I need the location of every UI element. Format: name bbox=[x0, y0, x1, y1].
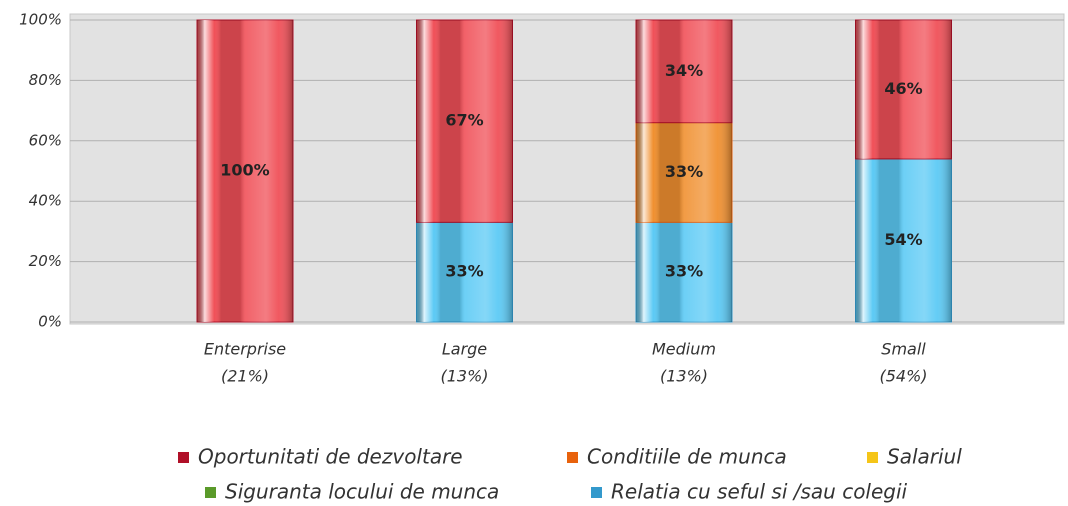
bar-shade bbox=[636, 222, 732, 322]
x-tick-label: (13%) bbox=[660, 367, 708, 386]
legend-label: Siguranta locului de munca bbox=[225, 480, 499, 504]
legend-swatch bbox=[567, 452, 578, 463]
legend-label: Salariul bbox=[887, 445, 962, 469]
x-tick-label: Large bbox=[442, 340, 487, 359]
legend-label: Conditiile de munca bbox=[587, 445, 787, 469]
y-tick-label: 100% bbox=[19, 11, 62, 29]
data-label: 33% bbox=[665, 162, 703, 181]
bar-shade bbox=[855, 20, 952, 159]
x-tick-label: (54%) bbox=[879, 367, 927, 386]
x-tick-label: Enterprise bbox=[204, 340, 286, 359]
legend-swatch bbox=[591, 487, 602, 498]
legend-label: Oportunitati de dezvoltare bbox=[198, 445, 463, 469]
bar-shade bbox=[197, 20, 293, 322]
legend-swatch bbox=[867, 452, 878, 463]
legend-label: Relatia cu seful si /sau colegii bbox=[611, 480, 908, 504]
y-tick-label: 0% bbox=[38, 313, 62, 331]
x-tick-label: (13%) bbox=[440, 367, 488, 386]
data-label: 34% bbox=[665, 61, 703, 80]
legend-swatch bbox=[205, 487, 216, 498]
data-label: 33% bbox=[665, 262, 703, 281]
y-tick-label: 80% bbox=[29, 71, 62, 89]
legend-swatch bbox=[178, 452, 189, 463]
bar-shade bbox=[855, 158, 952, 322]
x-tick-label: Medium bbox=[652, 340, 716, 359]
bar-shade bbox=[416, 20, 513, 223]
bar-shade bbox=[416, 222, 513, 322]
y-tick-label: 40% bbox=[29, 192, 62, 210]
bar-shade bbox=[636, 122, 732, 223]
x-tick-label: Small bbox=[881, 340, 926, 359]
y-tick-label: 20% bbox=[29, 252, 62, 270]
bar-shade bbox=[636, 20, 732, 123]
data-label: 67% bbox=[445, 111, 483, 130]
data-label: 100% bbox=[220, 161, 269, 180]
y-tick-label: 60% bbox=[29, 131, 62, 149]
data-label: 46% bbox=[884, 79, 922, 98]
data-label: 54% bbox=[884, 230, 922, 249]
x-tick-label: (21%) bbox=[221, 367, 269, 386]
data-label: 33% bbox=[445, 262, 483, 281]
